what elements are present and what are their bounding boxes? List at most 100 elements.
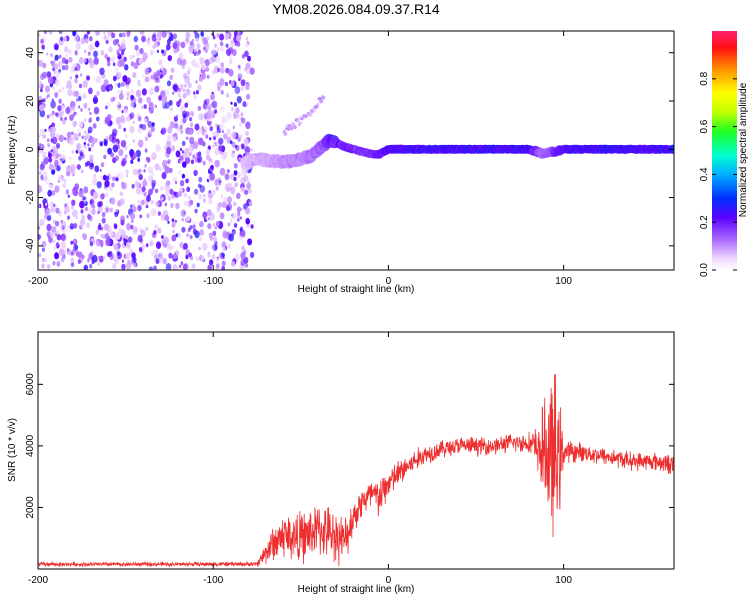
noise-blob: [228, 68, 234, 77]
noise-blob: [167, 220, 170, 224]
noise-blob: [79, 144, 83, 150]
noise-blob: [179, 179, 185, 187]
noise-blob: [161, 235, 164, 239]
noise-blob: [41, 257, 45, 263]
noise-blob: [66, 225, 71, 233]
noise-blob: [58, 134, 64, 143]
noise-blob: [186, 152, 190, 158]
noise-blob: [95, 75, 102, 84]
noise-blob: [46, 71, 52, 78]
noise-blob: [190, 114, 193, 118]
noise-blob: [234, 182, 239, 188]
noise-blob: [57, 105, 62, 112]
noise-blob: [227, 243, 231, 249]
noise-blob: [58, 54, 62, 59]
noise-blob: [144, 118, 147, 123]
noise-blob: [237, 215, 241, 220]
noise-blob: [112, 62, 116, 67]
noise-blob: [92, 123, 97, 129]
noise-blob: [172, 84, 177, 91]
noise-blob: [132, 139, 135, 143]
noise-blob: [207, 217, 210, 221]
noise-blob: [198, 246, 201, 251]
noise-blob: [185, 178, 189, 184]
noise-blob: [74, 121, 77, 125]
noise-blob: [228, 233, 234, 242]
noise-blob: [46, 114, 50, 119]
noise-blob: [52, 261, 56, 266]
noise-blob: [81, 214, 85, 220]
noise-blob: [148, 87, 155, 96]
noise-blob: [41, 240, 47, 248]
noise-blob: [82, 149, 85, 153]
noise-blob: [175, 150, 181, 158]
noise-blob: [70, 204, 74, 210]
noise-blob: [71, 106, 76, 112]
noise-blob: [130, 101, 135, 108]
noise-blob: [180, 261, 184, 266]
noise-blob: [137, 204, 142, 212]
noise-blob: [67, 194, 70, 198]
noise-blob: [213, 49, 218, 55]
noise-blob: [214, 225, 218, 230]
noise-blob: [42, 62, 47, 69]
noise-blob: [89, 263, 93, 269]
noise-blob: [195, 37, 199, 43]
noise-blob: [53, 203, 56, 207]
noise-blob: [84, 162, 88, 167]
noise-blob: [103, 34, 108, 41]
noise-blob: [164, 202, 167, 207]
noise-blob: [124, 64, 129, 71]
noise-blob: [209, 158, 213, 163]
noise-blob: [185, 88, 191, 96]
noise-blob: [201, 62, 207, 71]
noise-blob: [114, 67, 119, 74]
noise-blob: [79, 151, 84, 157]
noise-blob: [178, 264, 182, 269]
noise-blob: [240, 79, 246, 87]
noise-blob: [245, 121, 251, 130]
noise-blob: [63, 46, 69, 53]
noise-blob: [246, 93, 251, 100]
noise-blob: [135, 181, 139, 187]
noise-blob: [241, 245, 246, 251]
noise-blob: [155, 77, 160, 84]
noise-blob: [245, 84, 250, 91]
noise-blob: [96, 90, 100, 96]
noise-blob: [89, 111, 92, 116]
noise-blob: [214, 159, 220, 168]
noise-blob: [226, 186, 231, 193]
noise-blob: [69, 114, 74, 121]
noise-blob: [229, 217, 233, 222]
noise-blob: [125, 241, 131, 249]
noise-blob: [75, 215, 78, 220]
noise-blob: [121, 160, 126, 167]
noise-blob: [106, 136, 109, 141]
noise-blob: [105, 192, 109, 197]
noise-blob: [117, 83, 121, 88]
noise-blob: [92, 46, 95, 50]
noise-blob: [136, 187, 142, 195]
noise-blob: [88, 44, 94, 51]
noise-blob: [244, 146, 251, 155]
noise-blob: [250, 224, 254, 229]
noise-blob: [139, 227, 142, 231]
noise-blob: [61, 243, 66, 249]
noise-blob: [123, 127, 126, 132]
noise-blob: [187, 82, 192, 89]
noise-blob: [196, 152, 200, 157]
noise-blob: [62, 86, 65, 90]
noise-blob: [208, 190, 211, 194]
noise-blob: [73, 239, 77, 243]
noise-blob: [224, 184, 228, 188]
noise-blob: [225, 43, 229, 48]
noise-blob: [83, 264, 88, 270]
noise-blob: [132, 54, 135, 58]
noise-blob: [94, 138, 98, 143]
noise-blob: [78, 92, 82, 97]
noise-blob: [110, 56, 116, 63]
noise-blob: [103, 154, 107, 160]
noise-blob: [171, 145, 175, 151]
noise-blob: [99, 239, 104, 246]
noise-blob: [212, 230, 217, 236]
